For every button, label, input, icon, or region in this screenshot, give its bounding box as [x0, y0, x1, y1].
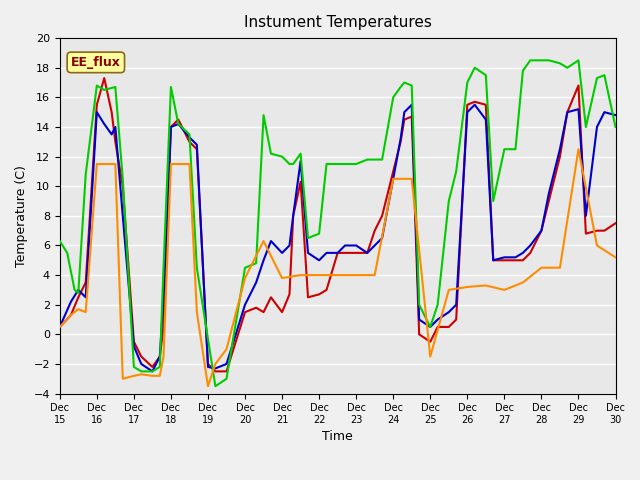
Y-axis label: Temperature (C): Temperature (C): [15, 165, 28, 267]
Text: EE_flux: EE_flux: [71, 56, 121, 69]
Title: Instument Temperatures: Instument Temperatures: [244, 15, 431, 30]
Legend: li75_t, li77_temp, SonicT, AirT: li75_t, li77_temp, SonicT, AirT: [144, 478, 531, 480]
X-axis label: Time: Time: [323, 431, 353, 444]
